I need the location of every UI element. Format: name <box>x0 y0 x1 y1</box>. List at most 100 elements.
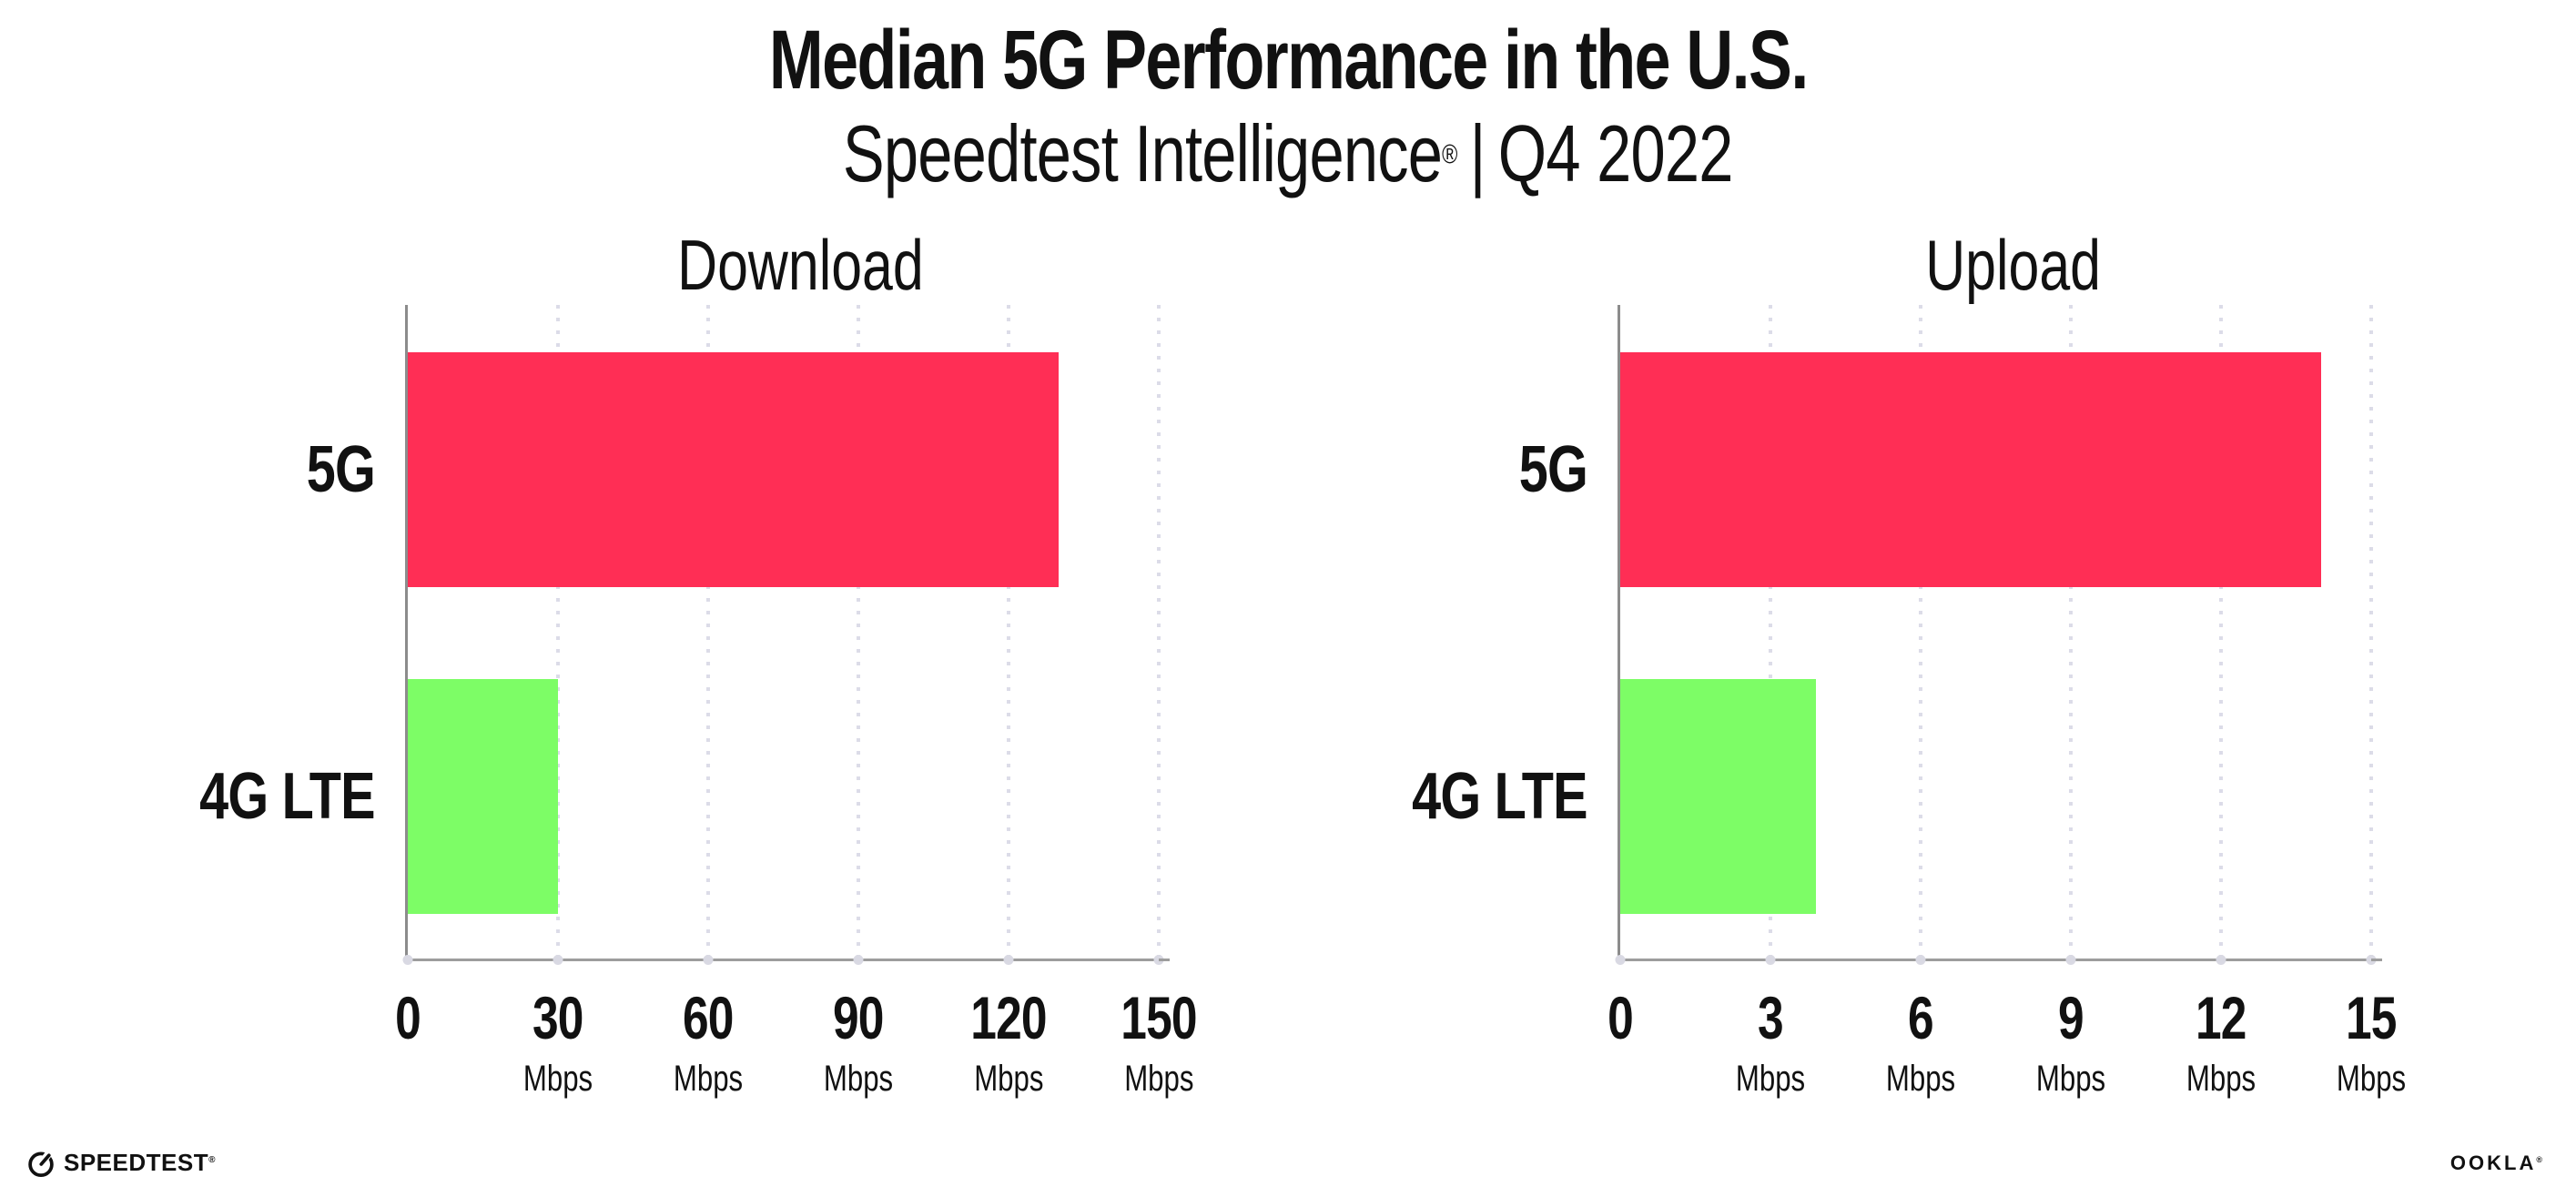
x-tick-unit-text: Mbps <box>2186 1059 2257 1099</box>
axis-baseline-dot <box>703 955 714 965</box>
category-label-text: 4G LTE <box>1412 760 1587 833</box>
category-label-text: 5G <box>1518 433 1588 506</box>
axis-baseline-dot <box>553 955 563 965</box>
x-tick-unit-text: Mbps <box>522 1059 593 1099</box>
axis-baseline-dot <box>1765 955 1776 965</box>
gridline <box>2069 305 2073 959</box>
axis-baseline-dot <box>1915 955 1926 965</box>
category-label-4g-lte: 4G LTE <box>1368 759 1587 834</box>
speedtest-logo: SPEEDTEST® <box>27 1149 216 1177</box>
x-tick: 9 Mbps <box>2026 988 2115 1097</box>
x-tick-number: 150 <box>1110 988 1207 1048</box>
x-tick-unit-text: Mbps <box>1123 1059 1194 1099</box>
x-tick-number-text: 12 <box>2196 984 2246 1051</box>
x-tick: 120 Mbps <box>959 988 1057 1097</box>
bar-5g <box>408 352 1059 587</box>
x-tick-number: 3 <box>1726 988 1815 1048</box>
x-tick-number: 9 <box>2026 988 2115 1048</box>
page-title: Median 5G Performance in the U.S. <box>0 13 2576 108</box>
x-tick-number: 120 <box>959 988 1057 1048</box>
x-tick-number-text: 15 <box>2346 984 2397 1051</box>
x-tick-unit-text: Mbps <box>973 1059 1044 1099</box>
gridline <box>1007 305 1010 959</box>
category-label-text: 4G LTE <box>199 760 375 833</box>
subtitle-period: Q4 2022 <box>1498 108 1734 198</box>
speedtest-wordmark: SPEEDTEST® <box>64 1149 216 1177</box>
chart-title-upload: Upload <box>1638 224 2388 307</box>
ookla-label: OOKLA <box>2449 1151 2537 1174</box>
x-tick-unit-text: Mbps <box>2035 1059 2106 1099</box>
x-tick-unit-text: Mbps <box>673 1059 744 1099</box>
x-tick-number-text: 9 <box>2058 984 2084 1051</box>
gridline <box>1157 305 1161 959</box>
x-tick-unit: Mbps <box>2176 1060 2266 1097</box>
gauge-icon <box>27 1149 55 1177</box>
ookla-registered-mark: ® <box>2536 1155 2545 1164</box>
bar-5g <box>1620 352 2321 587</box>
axis-baseline-dot <box>2366 955 2377 965</box>
x-tick-unit: Mbps <box>664 1060 753 1097</box>
x-tick-unit: Mbps <box>1110 1060 1207 1097</box>
x-tick: 12 Mbps <box>2176 988 2266 1097</box>
x-tick-number: 15 <box>2327 988 2416 1048</box>
chart-title-upload-text: Upload <box>1925 225 2101 305</box>
x-tick-unit-text: Mbps <box>1735 1059 1806 1099</box>
axis-baseline-dot <box>1003 955 1014 965</box>
x-tick-unit: Mbps <box>2026 1060 2115 1097</box>
x-tick-number: 30 <box>513 988 603 1048</box>
x-tick: 15 Mbps <box>2327 988 2416 1097</box>
x-tick-unit-text: Mbps <box>2336 1059 2407 1099</box>
x-tick: 60 Mbps <box>664 988 753 1097</box>
x-tick-number-text: 30 <box>532 984 583 1051</box>
x-tick: 0 <box>1604 988 1637 1048</box>
plot-area-download: 0 30 Mbps 60 Mbps 90 Mbps 120 Mbps 150 Mbps 5G 4G LT… <box>199 305 1198 1097</box>
x-tick-number: 12 <box>2176 988 2266 1048</box>
x-tick-unit: Mbps <box>1726 1060 1815 1097</box>
x-tick-number-text: 3 <box>1758 984 1784 1051</box>
axis-baseline-dot <box>402 955 413 965</box>
chart-title-download: Download <box>425 224 1176 307</box>
axis-baseline-dot <box>2216 955 2226 965</box>
x-tick-number-text: 6 <box>1908 984 1934 1051</box>
speedtest-label: SPEEDTEST <box>64 1149 209 1176</box>
axis-baseline-dot <box>1153 955 1164 965</box>
page-title-text: Median 5G Performance in the U.S. <box>768 14 1809 107</box>
chart-title-download-text: Download <box>677 225 924 305</box>
gridline <box>2219 305 2223 959</box>
x-tick-number: 6 <box>1876 988 1965 1048</box>
page-subtitle-text: Speedtest Intelligence® | Q4 2022 <box>843 107 1734 200</box>
ookla-logo: OOKLA® <box>2450 1151 2545 1175</box>
speedtest-registered-mark: ® <box>208 1155 216 1166</box>
x-tick-number-text: 150 <box>1121 984 1197 1051</box>
x-tick: 6 Mbps <box>1876 988 1965 1097</box>
category-label-5g: 5G <box>289 432 376 507</box>
x-tick-number: 0 <box>1604 988 1637 1048</box>
gridline <box>1919 305 1922 959</box>
x-tick-number: 60 <box>664 988 753 1048</box>
subtitle-divider: | <box>1469 108 1486 198</box>
x-tick-unit-text: Mbps <box>1885 1059 1956 1099</box>
x-tick-unit: Mbps <box>513 1060 603 1097</box>
x-tick-unit-text: Mbps <box>823 1059 894 1099</box>
axis-baseline-dot <box>853 955 864 965</box>
x-tick-number-text: 0 <box>395 984 421 1051</box>
x-tick: 150 Mbps <box>1110 988 1207 1097</box>
x-tick-number-text: 0 <box>1607 984 1634 1051</box>
axis-baseline-dot <box>1615 955 1626 965</box>
x-tick-number-text: 90 <box>833 984 884 1051</box>
category-label-5g: 5G <box>1502 432 1588 507</box>
category-label-text: 5G <box>306 433 376 506</box>
registered-mark: ® <box>1442 139 1457 170</box>
x-tick: 90 Mbps <box>814 988 903 1097</box>
ookla-wordmark: OOKLA® <box>2450 1151 2545 1174</box>
x-tick-unit: Mbps <box>959 1060 1057 1097</box>
x-tick: 0 <box>391 988 424 1048</box>
x-tick-number-text: 120 <box>970 984 1047 1051</box>
x-tick-number: 90 <box>814 988 903 1048</box>
bar-4g-lte <box>1620 679 1816 914</box>
axis-baseline-dot <box>2065 955 2076 965</box>
bar-4g-lte <box>408 679 558 914</box>
gridline <box>1769 305 1772 959</box>
x-tick-unit: Mbps <box>2327 1060 2416 1097</box>
